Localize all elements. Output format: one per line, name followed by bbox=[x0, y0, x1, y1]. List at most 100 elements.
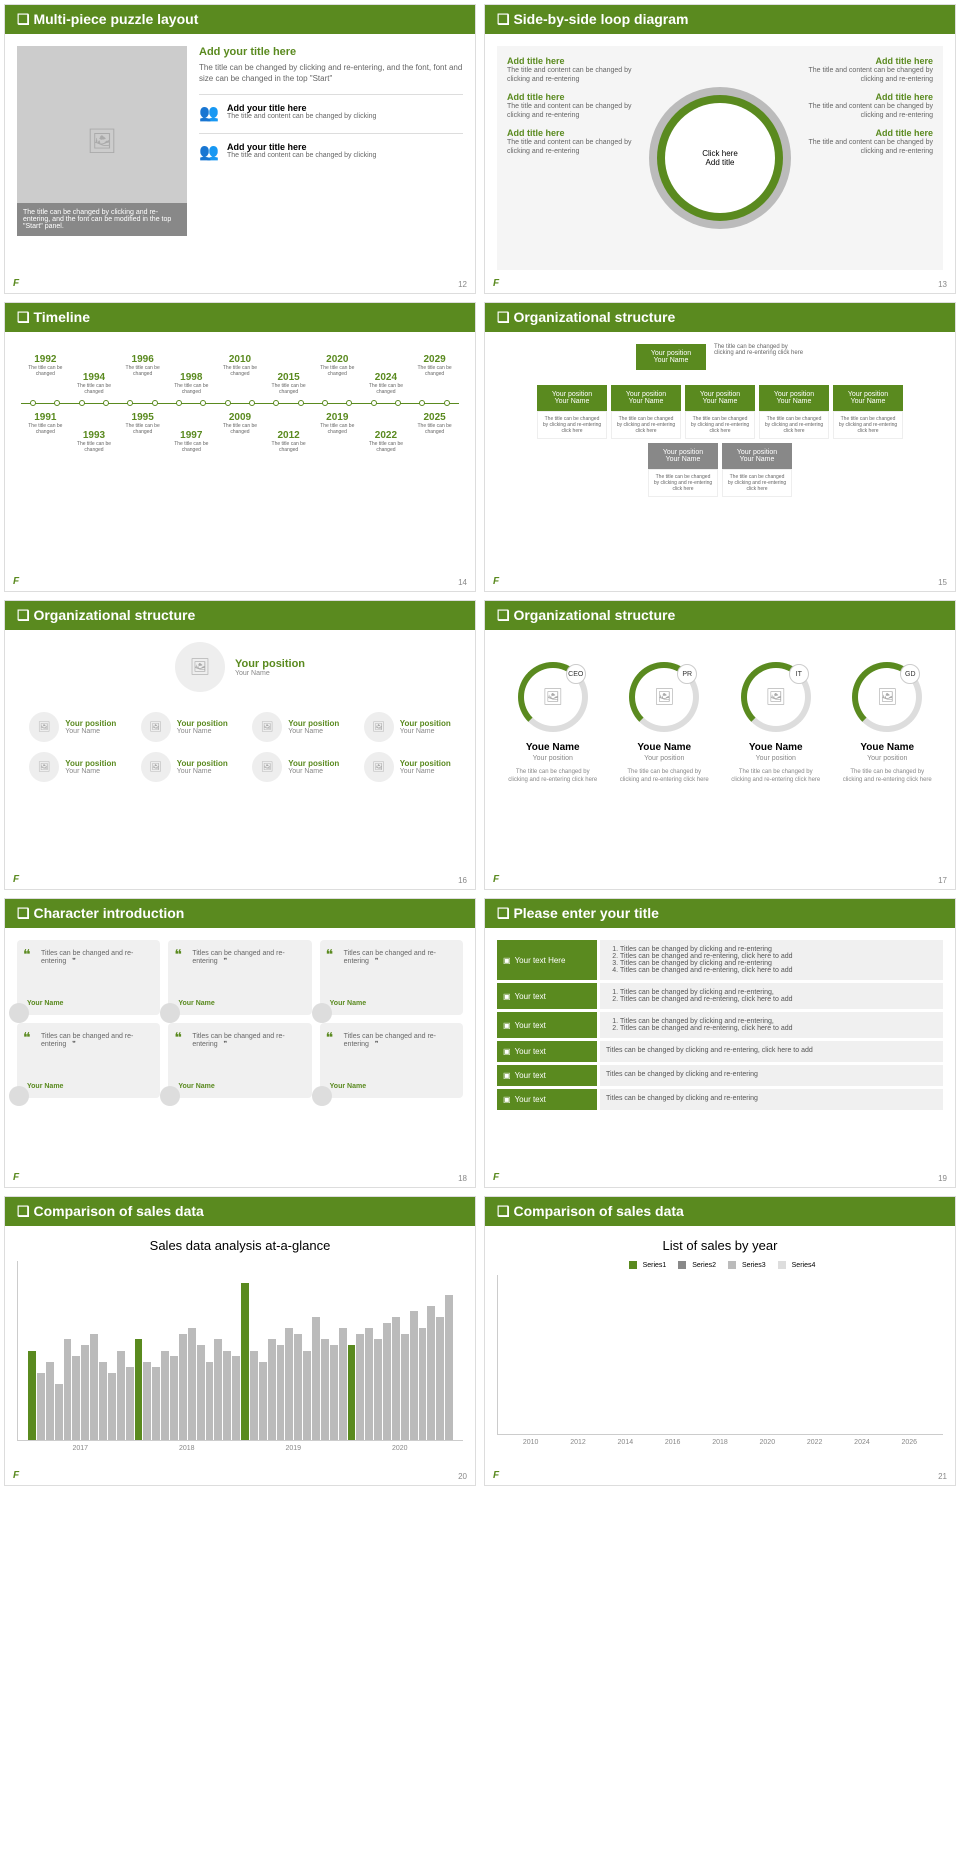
loop-item: Add title hereThe title and content can … bbox=[507, 56, 645, 84]
row-label[interactable]: ▣ Your text bbox=[497, 1089, 597, 1110]
loop-center[interactable]: Click hereAdd title bbox=[665, 103, 775, 213]
chart-bar[interactable] bbox=[81, 1345, 89, 1440]
chart-bar[interactable] bbox=[46, 1362, 54, 1440]
chart-bar[interactable] bbox=[143, 1362, 151, 1440]
chart-bar[interactable] bbox=[179, 1334, 187, 1440]
loop-item: Add title hereThe title and content can … bbox=[507, 128, 645, 156]
row-content: Titles can be changed by clicking and re… bbox=[600, 1012, 943, 1038]
org-box[interactable]: Your positionYour Name bbox=[685, 385, 755, 411]
chart-bar[interactable] bbox=[268, 1339, 276, 1440]
chart-bar[interactable] bbox=[365, 1328, 373, 1440]
quote-card[interactable]: ❝ Titles can be changed and re-entering … bbox=[168, 940, 311, 1015]
row-content: Titles can be changed by clicking and re… bbox=[600, 1041, 943, 1062]
timeline-item: 2022The title can be changed bbox=[362, 430, 410, 453]
avatar bbox=[312, 1003, 332, 1023]
org-person[interactable]: 🖼 Your positionYour Name bbox=[29, 752, 116, 782]
row-label[interactable]: ▣ Your text bbox=[497, 1012, 597, 1038]
team-member[interactable]: 🖼 PR Youe Name Your position The title c… bbox=[619, 662, 709, 785]
quote-card[interactable]: ❝ Titles can be changed and re-entering … bbox=[320, 1023, 463, 1098]
role-badge: IT bbox=[789, 664, 809, 684]
org-box[interactable]: Your positionYour Name bbox=[648, 443, 718, 469]
org-box[interactable]: Your positionYour Name bbox=[722, 443, 792, 469]
chart-bar[interactable] bbox=[436, 1317, 444, 1440]
timeline-item: 2012The title can be changed bbox=[265, 430, 313, 453]
timeline-item: 2019The title can be changed bbox=[313, 412, 361, 453]
chart-bar[interactable] bbox=[197, 1345, 205, 1440]
org-person[interactable]: 🖼 Your positionYour Name bbox=[29, 712, 116, 742]
chart-bar[interactable] bbox=[64, 1339, 72, 1440]
org-person[interactable]: 🖼 Your positionYour Name bbox=[252, 752, 339, 782]
team-member[interactable]: 🖼 CEO Youe Name Your position The title … bbox=[508, 662, 598, 785]
chart-bar[interactable] bbox=[37, 1373, 45, 1440]
quote-icon: ❝ bbox=[174, 1029, 182, 1046]
org-box[interactable]: Your positionYour Name bbox=[611, 385, 681, 411]
chart-bar[interactable] bbox=[126, 1367, 134, 1440]
chart-bar[interactable] bbox=[285, 1328, 293, 1440]
chart-bar[interactable] bbox=[223, 1351, 231, 1441]
quote-card[interactable]: ❝ Titles can be changed and re-entering … bbox=[17, 1023, 160, 1098]
org-person[interactable]: 🖼 Your positionYour Name bbox=[141, 712, 228, 742]
chart-bar[interactable] bbox=[161, 1351, 169, 1441]
chart-bar[interactable] bbox=[99, 1362, 107, 1440]
chart-bar[interactable] bbox=[277, 1345, 285, 1440]
quote-card[interactable]: ❝ Titles can be changed and re-entering … bbox=[17, 940, 160, 1015]
logo-icon: F bbox=[493, 576, 499, 587]
chart-bar[interactable] bbox=[392, 1317, 400, 1440]
chart-bar[interactable] bbox=[90, 1334, 98, 1440]
row-label[interactable]: ▣ Your text bbox=[497, 983, 597, 1009]
chart-bar[interactable] bbox=[374, 1339, 382, 1440]
org-person[interactable]: 🖼 Your positionYour Name bbox=[252, 712, 339, 742]
chart-bar[interactable] bbox=[72, 1356, 80, 1440]
chart-bar[interactable] bbox=[250, 1351, 258, 1441]
chart-bar[interactable] bbox=[152, 1367, 160, 1440]
org-box-top[interactable]: Your positionYour Name bbox=[636, 344, 706, 370]
chart-bar[interactable] bbox=[401, 1334, 409, 1440]
quote-card[interactable]: ❝ Titles can be changed and re-entering … bbox=[320, 940, 463, 1015]
chart-bar[interactable] bbox=[135, 1339, 143, 1440]
timeline-item: 2009The title can be changed bbox=[216, 412, 264, 453]
chart-bar[interactable] bbox=[356, 1334, 364, 1440]
chart-bar[interactable] bbox=[321, 1339, 329, 1440]
org-box[interactable]: Your positionYour Name bbox=[537, 385, 607, 411]
team-member[interactable]: 🖼 IT Youe Name Your position The title c… bbox=[731, 662, 821, 785]
chart-bar[interactable] bbox=[445, 1295, 453, 1440]
chart-bar[interactable] bbox=[312, 1317, 320, 1440]
image-placeholder[interactable]: 🖼 The title can be changed by clicking a… bbox=[17, 46, 187, 236]
row-label[interactable]: ▣ Your text Here bbox=[497, 940, 597, 980]
chart-bar[interactable] bbox=[108, 1373, 116, 1440]
org-box[interactable]: Your positionYour Name bbox=[833, 385, 903, 411]
chart-bar[interactable] bbox=[259, 1362, 267, 1440]
team-member[interactable]: 🖼 GD Youe Name Your position The title c… bbox=[842, 662, 932, 785]
member-position: Your position bbox=[619, 755, 709, 762]
row-icon: ▣ bbox=[503, 1021, 511, 1030]
chart-bar[interactable] bbox=[206, 1362, 214, 1440]
chart-bar[interactable] bbox=[348, 1345, 356, 1440]
chart-bar[interactable] bbox=[410, 1311, 418, 1440]
org-person[interactable]: 🖼 Your positionYour Name bbox=[141, 752, 228, 782]
chart-bar[interactable] bbox=[170, 1356, 178, 1440]
chart-bar[interactable] bbox=[383, 1323, 391, 1440]
chart-bar[interactable] bbox=[330, 1345, 338, 1440]
chart-bar[interactable] bbox=[188, 1328, 196, 1440]
chart-bar[interactable] bbox=[117, 1351, 125, 1441]
chart-bar[interactable] bbox=[427, 1306, 435, 1440]
chart-bar[interactable] bbox=[55, 1384, 63, 1440]
quote-card[interactable]: ❝ Titles can be changed and re-entering … bbox=[168, 1023, 311, 1098]
org-person[interactable]: 🖼 Your positionYour Name bbox=[364, 712, 451, 742]
chart-bar[interactable] bbox=[303, 1351, 311, 1441]
chart-bar[interactable] bbox=[419, 1328, 427, 1440]
row-label[interactable]: ▣ Your text bbox=[497, 1065, 597, 1086]
chart-bar[interactable] bbox=[339, 1328, 347, 1440]
chart-bar[interactable] bbox=[28, 1351, 36, 1441]
chart-bar[interactable] bbox=[232, 1356, 240, 1440]
org-person[interactable]: 🖼 Your positionYour Name bbox=[364, 752, 451, 782]
avatar[interactable]: 🖼 bbox=[175, 642, 225, 692]
org-box-desc: The title can be changed by clicking and… bbox=[722, 469, 792, 497]
logo-icon: F bbox=[493, 278, 499, 289]
item-desc: The title and content can be changed by … bbox=[227, 152, 376, 159]
chart-bar[interactable] bbox=[214, 1339, 222, 1440]
chart-bar[interactable] bbox=[241, 1283, 249, 1440]
row-label[interactable]: ▣ Your text bbox=[497, 1041, 597, 1062]
org-box[interactable]: Your positionYour Name bbox=[759, 385, 829, 411]
chart-bar[interactable] bbox=[294, 1334, 302, 1440]
